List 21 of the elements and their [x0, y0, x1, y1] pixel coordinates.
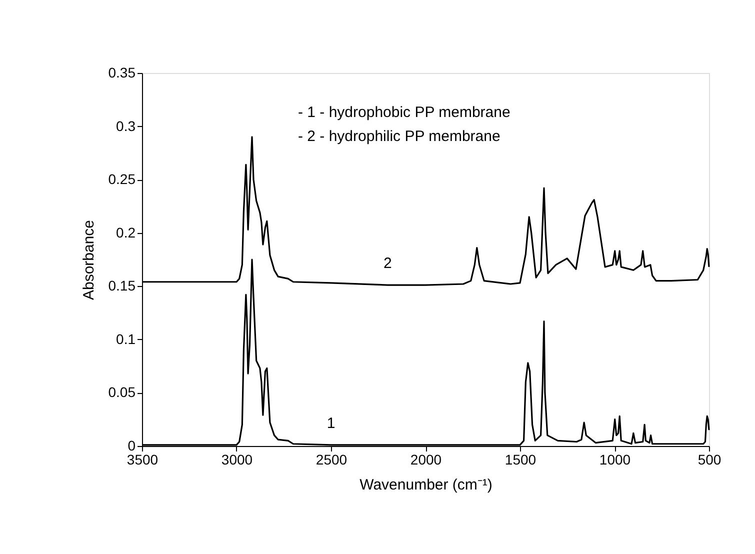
annotation: - 1 - hydrophobic PP membrane: [298, 104, 510, 121]
y-tick-label: 0.3: [116, 118, 136, 134]
x-tick-label: 500: [698, 452, 722, 468]
y-tick-label: 0.2: [116, 224, 136, 240]
y-tick-label: 0.35: [108, 64, 136, 80]
series-label: 2: [384, 255, 392, 272]
x-tick-label: 3000: [221, 452, 253, 468]
y-tick-label: 0.25: [108, 171, 136, 188]
y-tick-label: 0.1: [116, 330, 136, 347]
annotation: - 2 - hydrophilic PP membrane: [298, 128, 500, 145]
y-tick-label: 0.15: [108, 278, 136, 294]
series-label: 1: [326, 414, 336, 432]
x-tick-label: 3500: [126, 452, 158, 468]
y-tick-label: 0: [128, 438, 136, 454]
x-tick-label: 2000: [410, 452, 442, 468]
y-axis-title: Absorbance: [80, 220, 98, 300]
x-tick-label: 2500: [316, 452, 348, 468]
x-tick-label: 1500: [504, 452, 536, 468]
x-tick-label: 1000: [599, 452, 631, 468]
y-tick-label: 0.05: [108, 384, 136, 400]
x-axis-title: Wavenumber (cm⁻¹): [360, 476, 492, 494]
